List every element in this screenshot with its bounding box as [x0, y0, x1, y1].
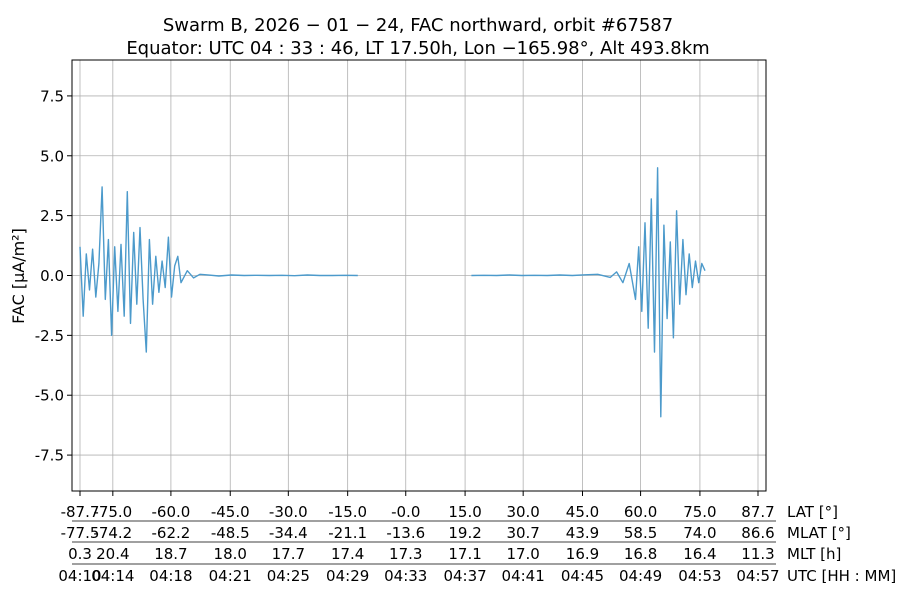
x-tick-label: 20.4 [96, 545, 129, 563]
x-tick-label: 16.4 [683, 545, 716, 563]
x-tick-label: 04:45 [561, 567, 604, 585]
x-tick-label: 17.7 [272, 545, 305, 563]
x-tick-label: -75.0 [93, 503, 132, 521]
x-tick-label: 58.5 [624, 524, 657, 542]
fac-series-south-pass [79, 186, 358, 353]
x-tick-label: 16.8 [624, 545, 657, 563]
chart-title: Swarm B, 2026 − 01 − 24, FAC northward, … [163, 15, 673, 36]
x-tick-label: -30.0 [269, 503, 308, 521]
x-tick-label: -48.5 [211, 524, 250, 542]
x-tick-label: 17.4 [331, 545, 364, 563]
x-tick-label: 04:33 [384, 567, 427, 585]
x-tick-label: 04:10 [58, 567, 101, 585]
grid [72, 60, 766, 491]
x-tick-label: -74.2 [93, 524, 132, 542]
y-tick-label: -5.0 [35, 387, 64, 405]
x-tick-label: -77.5 [61, 524, 100, 542]
x-tick-label: 04:25 [267, 567, 310, 585]
x-tick-label: 04:53 [678, 567, 721, 585]
x-tick-label: 18.0 [214, 545, 247, 563]
x-tick-label: 60.0 [624, 503, 657, 521]
x-tick-label: 19.2 [448, 524, 481, 542]
x-tick-label: 11.3 [741, 545, 774, 563]
x-tick-label: -21.1 [328, 524, 367, 542]
x-tick-label: -45.0 [211, 503, 250, 521]
x-row-name: UTC [HH : MM] [787, 567, 896, 585]
x-row-name: MLT [h] [787, 545, 841, 563]
y-tick-label: -7.5 [35, 447, 64, 465]
x-tick-label: -15.0 [328, 503, 367, 521]
x-tick-label: 75.0 [683, 503, 716, 521]
y-tick-label: 0.0 [40, 267, 64, 285]
x-tick-label: 16.9 [566, 545, 599, 563]
x-tick-label: 30.7 [506, 524, 539, 542]
x-tick-label: -34.4 [269, 524, 308, 542]
y-tick-label: -2.5 [35, 327, 64, 345]
x-tick-label: 04:14 [91, 567, 134, 585]
y-axis-label: FAC [µA/m²] [9, 228, 28, 324]
x-tick-label: -62.2 [151, 524, 190, 542]
plot-frame [71, 59, 767, 492]
x-tick-label: 17.0 [506, 545, 539, 563]
fac-series-north-pass [471, 167, 706, 418]
x-tick-label: 15.0 [448, 503, 481, 521]
x-tick-label: -87.7 [61, 503, 100, 521]
x-axis-rows: -87.7-75.0 -60.0 -45.0 -30.0 -15.0 -0.0 15.0 30… [58, 491, 896, 585]
chart-subtitle: Equator: UTC 04 : 33 : 46, LT 17.50h, Lo… [126, 38, 709, 59]
x-tick-label: 04:21 [209, 567, 252, 585]
x-tick-label: 74.0 [683, 524, 716, 542]
x-tick-label: 04:41 [502, 567, 545, 585]
x-tick-label: -13.6 [386, 524, 425, 542]
x-row-name: LAT [°] [787, 503, 838, 521]
x-tick-label: 17.3 [389, 545, 422, 563]
y-axis: 7.5 5.0 2.5 0.0 -2.5 -5.0 -7.5 [35, 87, 72, 465]
x-tick-label: 04:37 [443, 567, 486, 585]
x-tick-label: 30.0 [506, 503, 539, 521]
x-tick-label: 86.6 [741, 524, 774, 542]
x-tick-label: 04:29 [326, 567, 369, 585]
x-tick-label: -0.0 [391, 503, 420, 521]
x-tick-label: 18.7 [154, 545, 187, 563]
data-series [79, 167, 706, 418]
x-tick-label: 17.1 [448, 545, 481, 563]
y-tick-label: 7.5 [40, 87, 64, 105]
x-tick-label: 04:18 [149, 567, 192, 585]
x-tick-label: 45.0 [566, 503, 599, 521]
y-tick-label: 2.5 [40, 207, 64, 225]
x-tick-label: 43.9 [566, 524, 599, 542]
x-tick-label: 04:57 [736, 567, 779, 585]
x-tick-label: 87.7 [741, 503, 774, 521]
x-tick-label: 0.3 [68, 545, 92, 563]
y-tick-label: 5.0 [40, 147, 64, 165]
x-tick-label: -60.0 [151, 503, 190, 521]
x-row-name: MLAT [°] [787, 524, 851, 542]
x-tick-label: 04:49 [619, 567, 662, 585]
